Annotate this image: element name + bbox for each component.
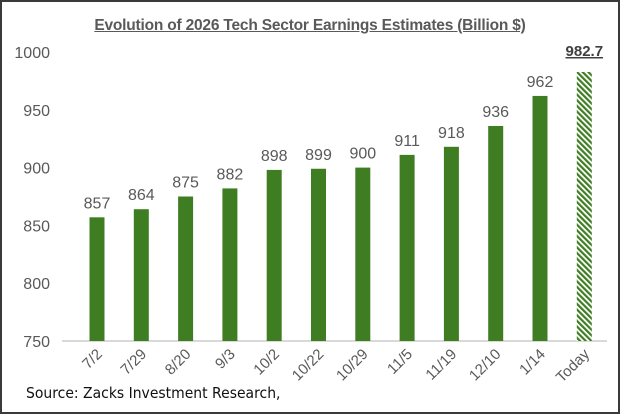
x-tick-label: 9/3 bbox=[212, 346, 239, 373]
x-tick-label: Today bbox=[553, 345, 594, 386]
y-tick-label: 1000 bbox=[14, 45, 50, 62]
data-label: 982.7 bbox=[566, 43, 604, 60]
data-label: 911 bbox=[394, 133, 420, 150]
data-label: 898 bbox=[261, 148, 288, 165]
x-tick-label: 10/2 bbox=[250, 346, 283, 379]
data-label: 882 bbox=[217, 166, 244, 183]
bar-7/29 bbox=[133, 209, 149, 341]
y-tick-label: 750 bbox=[23, 334, 50, 351]
bar-10/2 bbox=[266, 169, 282, 341]
x-tick-label: 7/29 bbox=[117, 346, 150, 379]
data-label: 936 bbox=[482, 104, 509, 121]
y-tick-label: 800 bbox=[23, 276, 50, 293]
bar-10/29 bbox=[355, 167, 371, 341]
data-label: 899 bbox=[305, 147, 332, 164]
data-label: 900 bbox=[349, 146, 376, 163]
y-tick-label: 950 bbox=[23, 103, 50, 120]
bar-11/5 bbox=[399, 154, 415, 341]
bar-Today bbox=[576, 71, 592, 341]
x-tick-label: 7/2 bbox=[79, 346, 106, 373]
data-label: 875 bbox=[172, 175, 199, 192]
bar-7/2 bbox=[89, 217, 105, 341]
data-label: 918 bbox=[438, 125, 465, 142]
x-tick-label: 12/10 bbox=[466, 346, 505, 385]
bar-12/10 bbox=[488, 125, 504, 341]
source-note: Source: Zacks Investment Research, bbox=[26, 384, 281, 402]
data-label: 857 bbox=[84, 195, 111, 212]
x-tick-label: 10/22 bbox=[289, 346, 328, 385]
chart-title: Evolution of 2026 Tech Sector Earnings E… bbox=[94, 17, 526, 34]
data-label: 962 bbox=[527, 74, 554, 91]
y-tick-label: 900 bbox=[23, 161, 50, 178]
bar-1/14 bbox=[532, 95, 548, 341]
y-tick-label: 850 bbox=[23, 218, 50, 235]
bar-8/20 bbox=[178, 196, 194, 341]
x-tick-label: 1/14 bbox=[516, 346, 549, 379]
bar-11/19 bbox=[443, 146, 459, 341]
x-tick-label: 11/19 bbox=[422, 346, 460, 384]
x-tick-label: 11/5 bbox=[384, 346, 416, 378]
x-tick-label: 8/20 bbox=[162, 346, 195, 379]
x-tick-label: 10/29 bbox=[333, 346, 372, 385]
bar-9/3 bbox=[222, 188, 238, 341]
bar-10/22 bbox=[311, 168, 326, 341]
data-label: 864 bbox=[128, 187, 155, 204]
